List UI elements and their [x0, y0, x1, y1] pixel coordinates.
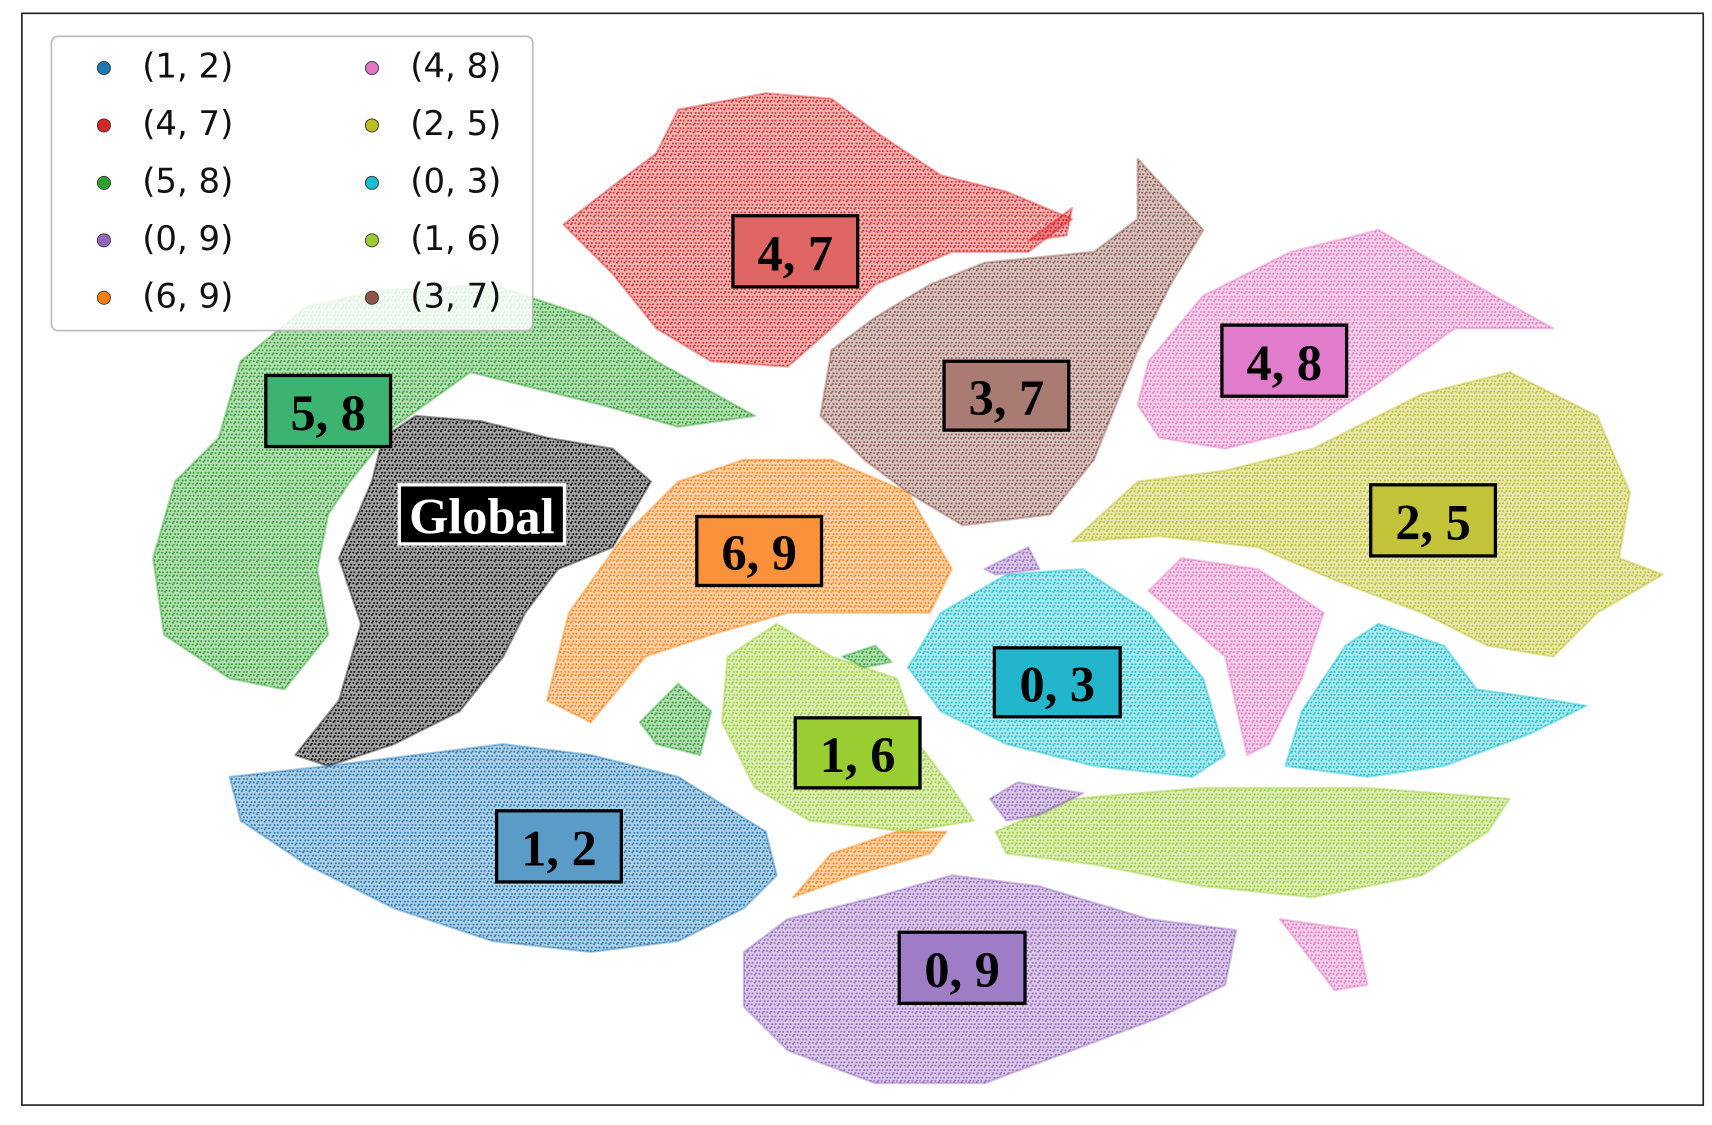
annotation-box	[793, 716, 922, 790]
cluster	[994, 786, 1511, 899]
cluster	[1284, 622, 1588, 779]
annotation: 4, 8	[1220, 323, 1349, 398]
annotation: 5, 8	[264, 373, 393, 449]
cluster	[1070, 371, 1664, 658]
cluster	[638, 682, 713, 757]
cluster	[841, 644, 893, 669]
annotation: 6, 9	[695, 514, 824, 588]
annotation: 0, 3	[992, 646, 1122, 719]
annotation-box	[1369, 483, 1498, 558]
cluster	[988, 781, 1085, 822]
cluster	[983, 546, 1041, 576]
annotation-box	[731, 214, 860, 289]
legend-label: (2, 5)	[410, 104, 501, 143]
annotation: Global	[397, 483, 567, 546]
legend-marker	[96, 61, 111, 76]
legend-marker	[364, 118, 379, 133]
legend-marker	[364, 233, 379, 248]
annotation: 3, 7	[942, 359, 1071, 432]
annotation: 4, 7	[731, 214, 860, 289]
annotation-label: 1, 2	[521, 821, 596, 877]
legend-box	[50, 35, 534, 332]
annotation-label: 4, 8	[1247, 335, 1322, 391]
legend-marker	[364, 290, 379, 305]
legend-label: (1, 6)	[410, 219, 501, 258]
legend-marker	[364, 175, 379, 190]
annotation: 2, 5	[1369, 483, 1498, 558]
cluster	[792, 830, 948, 899]
legend-label: (0, 9)	[142, 219, 233, 258]
legend-marker	[96, 233, 111, 248]
cluster	[545, 458, 953, 724]
annotation-label: 0, 9	[924, 942, 999, 998]
cluster	[1278, 918, 1369, 992]
annotation-label: 3, 7	[969, 370, 1044, 426]
annotation-label: Global	[409, 489, 554, 545]
legend-label: (4, 7)	[142, 104, 233, 143]
annotation-box	[1220, 323, 1349, 398]
annotation-box	[495, 809, 623, 884]
annotation-label: 1, 6	[820, 727, 895, 783]
plot-frame	[21, 12, 1705, 1106]
annotation-box	[897, 930, 1027, 1005]
annotation: 1, 6	[793, 716, 922, 790]
legend-label: (1, 2)	[142, 47, 233, 86]
annotation-label: 6, 9	[721, 525, 796, 581]
legend-marker	[364, 61, 379, 76]
cluster	[819, 157, 1205, 527]
annotation: 0, 9	[897, 930, 1027, 1005]
legend-marker	[96, 118, 111, 133]
legend-marker	[96, 290, 111, 305]
legend-label: (0, 3)	[410, 161, 501, 200]
legend-label: (4, 8)	[410, 47, 501, 86]
annotation: 1, 2	[495, 809, 623, 884]
annotation-label: 5, 8	[290, 385, 365, 441]
annotation-label: 2, 5	[1395, 495, 1470, 551]
legend-label: (6, 9)	[142, 276, 233, 315]
annotation-box	[695, 514, 824, 588]
annotations: 4, 7 3, 7 4, 8 5, 8 Global 2, 5 6, 9 0, 3 1, 6 1,…	[264, 214, 1498, 1005]
cluster	[1027, 206, 1074, 242]
annotation-label: 0, 3	[1020, 656, 1095, 712]
legend-marker	[96, 175, 111, 190]
annotation-box	[992, 646, 1122, 719]
annotation-box	[942, 359, 1071, 432]
legend-label: (3, 7)	[410, 276, 501, 315]
legend-label: (5, 8)	[142, 161, 233, 200]
annotation-box	[264, 373, 393, 449]
annotation-label: 4, 7	[758, 225, 833, 281]
cluster	[1147, 557, 1325, 757]
annotation-box	[397, 483, 567, 546]
legend: (1, 2) (4, 7) (5, 8) (0, 9) (6, 9) (4, 8) (2, …	[96, 47, 501, 315]
